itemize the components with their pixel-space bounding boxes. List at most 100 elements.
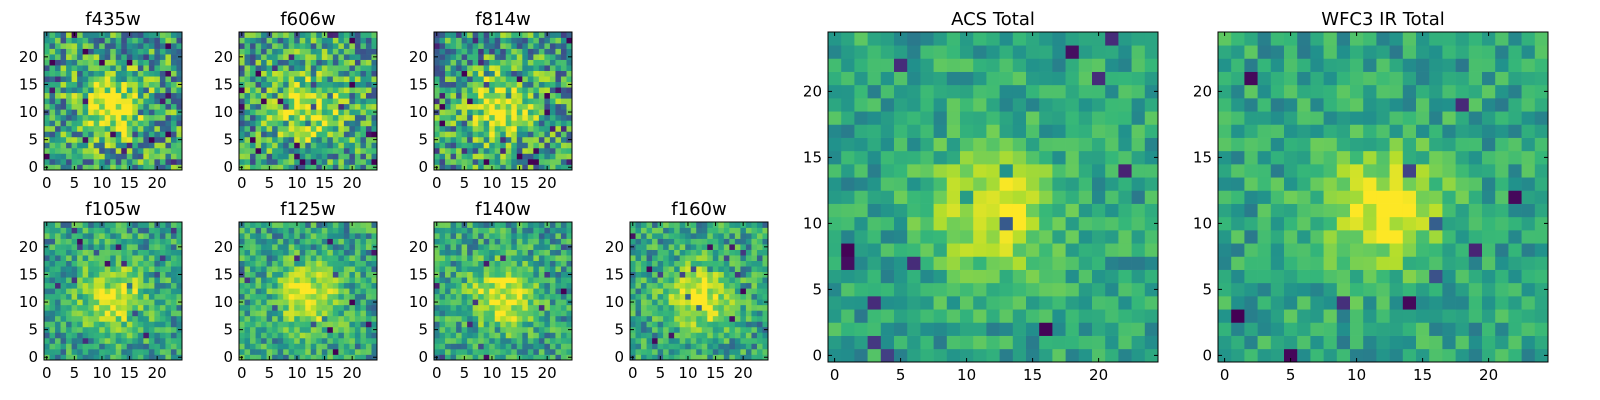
x-tick-label: 0 bbox=[432, 364, 442, 382]
heatmap-cell bbox=[110, 238, 117, 245]
heatmap-cell bbox=[66, 288, 72, 295]
heatmap-cell bbox=[467, 158, 473, 165]
heatmap-cell bbox=[148, 315, 155, 322]
heatmap-cell bbox=[99, 147, 106, 154]
heatmap-cell bbox=[88, 98, 95, 105]
heatmap-cell bbox=[434, 233, 440, 239]
heatmap-cell bbox=[176, 87, 183, 94]
heatmap-cell bbox=[316, 164, 323, 171]
heatmap-cell bbox=[310, 315, 317, 322]
heatmap-cell bbox=[707, 299, 714, 306]
heatmap-cell bbox=[77, 315, 83, 322]
heatmap-cell bbox=[148, 326, 155, 333]
heatmap-cell bbox=[327, 260, 334, 267]
x-tick-label: 5 bbox=[70, 174, 80, 192]
heatmap-cell bbox=[104, 293, 111, 300]
heatmap-cell bbox=[266, 136, 273, 143]
heatmap-cell bbox=[522, 266, 529, 273]
heatmap-cell bbox=[544, 120, 551, 127]
heatmap-cell bbox=[266, 153, 273, 160]
heatmap-cell bbox=[321, 337, 328, 344]
heatmap-cell bbox=[332, 332, 339, 339]
heatmap-cell bbox=[343, 59, 350, 66]
heatmap-cell bbox=[165, 354, 172, 361]
heatmap-cell bbox=[255, 255, 262, 261]
y-tick-label: 10 bbox=[19, 293, 38, 311]
heatmap-cell bbox=[652, 255, 658, 261]
heatmap-cell bbox=[560, 131, 567, 138]
heatmap-cell bbox=[71, 249, 78, 256]
heatmap-cell bbox=[272, 326, 278, 333]
heatmap-cell bbox=[538, 310, 545, 317]
heatmap-cell bbox=[478, 59, 485, 66]
heatmap-cell bbox=[1039, 216, 1053, 231]
heatmap-cell bbox=[99, 321, 106, 328]
heatmap-cell bbox=[641, 233, 647, 239]
heatmap-cell bbox=[143, 59, 150, 66]
heatmap-cell bbox=[244, 131, 251, 138]
heatmap-cell bbox=[439, 310, 446, 317]
heatmap-cell bbox=[316, 98, 323, 105]
heatmap-cell bbox=[467, 131, 473, 138]
heatmap-cell bbox=[115, 120, 122, 127]
heatmap-cell bbox=[154, 76, 161, 83]
heatmap-cell bbox=[511, 136, 518, 143]
heatmap-cell bbox=[533, 54, 540, 60]
heatmap-cell bbox=[321, 92, 328, 99]
heatmap-cell bbox=[294, 81, 301, 88]
heatmap-cell bbox=[115, 48, 122, 55]
heatmap-cell bbox=[439, 299, 446, 306]
heatmap-cell bbox=[170, 310, 177, 317]
heatmap-cell bbox=[82, 70, 89, 77]
heatmap-cell bbox=[343, 332, 350, 339]
heatmap-cell bbox=[365, 109, 372, 116]
heatmap-cell bbox=[544, 87, 551, 94]
heatmap-cell bbox=[635, 249, 642, 256]
heatmap-cell bbox=[104, 158, 111, 165]
heatmap-cell bbox=[283, 37, 290, 44]
heatmap-cell bbox=[349, 282, 356, 289]
heatmap-cell bbox=[44, 255, 50, 261]
heatmap-cell bbox=[1065, 348, 1080, 363]
heatmap-cell bbox=[1131, 216, 1146, 231]
heatmap-cell bbox=[148, 70, 155, 77]
heatmap-cell bbox=[170, 54, 177, 60]
heatmap-cell bbox=[55, 103, 61, 110]
heatmap-cell bbox=[121, 277, 128, 284]
heatmap-cell bbox=[1131, 177, 1146, 191]
heatmap-cell bbox=[82, 288, 89, 295]
heatmap-cell bbox=[310, 244, 317, 250]
heatmap-cell bbox=[154, 304, 161, 311]
heatmap-cell bbox=[751, 299, 758, 306]
heatmap-cell bbox=[555, 260, 562, 267]
heatmap-cell bbox=[143, 222, 150, 228]
heatmap-cell bbox=[244, 54, 251, 60]
heatmap-cell bbox=[756, 299, 763, 306]
heatmap-cell bbox=[707, 271, 714, 278]
heatmap-cell bbox=[77, 271, 83, 278]
heatmap-cell bbox=[165, 227, 172, 234]
y-tick-label: 10 bbox=[409, 293, 428, 311]
heatmap-cell bbox=[701, 277, 708, 284]
heatmap-cell bbox=[560, 326, 567, 333]
heatmap-cell bbox=[99, 277, 106, 284]
heatmap-cell bbox=[500, 244, 507, 250]
heatmap-cell bbox=[522, 249, 529, 256]
heatmap-cell bbox=[299, 332, 306, 339]
heatmap-cell bbox=[762, 260, 769, 267]
heatmap-cell bbox=[461, 120, 468, 127]
heatmap-cell bbox=[44, 348, 50, 355]
heatmap-cell bbox=[712, 343, 719, 350]
heatmap-cell bbox=[439, 260, 446, 267]
heatmap-cell bbox=[288, 304, 295, 311]
heatmap-cell bbox=[960, 216, 974, 231]
heatmap-cell bbox=[450, 337, 457, 344]
heatmap-cell bbox=[71, 54, 78, 60]
heatmap-cell bbox=[472, 282, 479, 289]
heatmap-cell bbox=[170, 131, 177, 138]
heatmap-cell bbox=[354, 87, 361, 94]
heatmap-cell bbox=[478, 238, 485, 245]
heatmap-cell bbox=[841, 190, 855, 204]
heatmap-cell bbox=[338, 348, 345, 355]
